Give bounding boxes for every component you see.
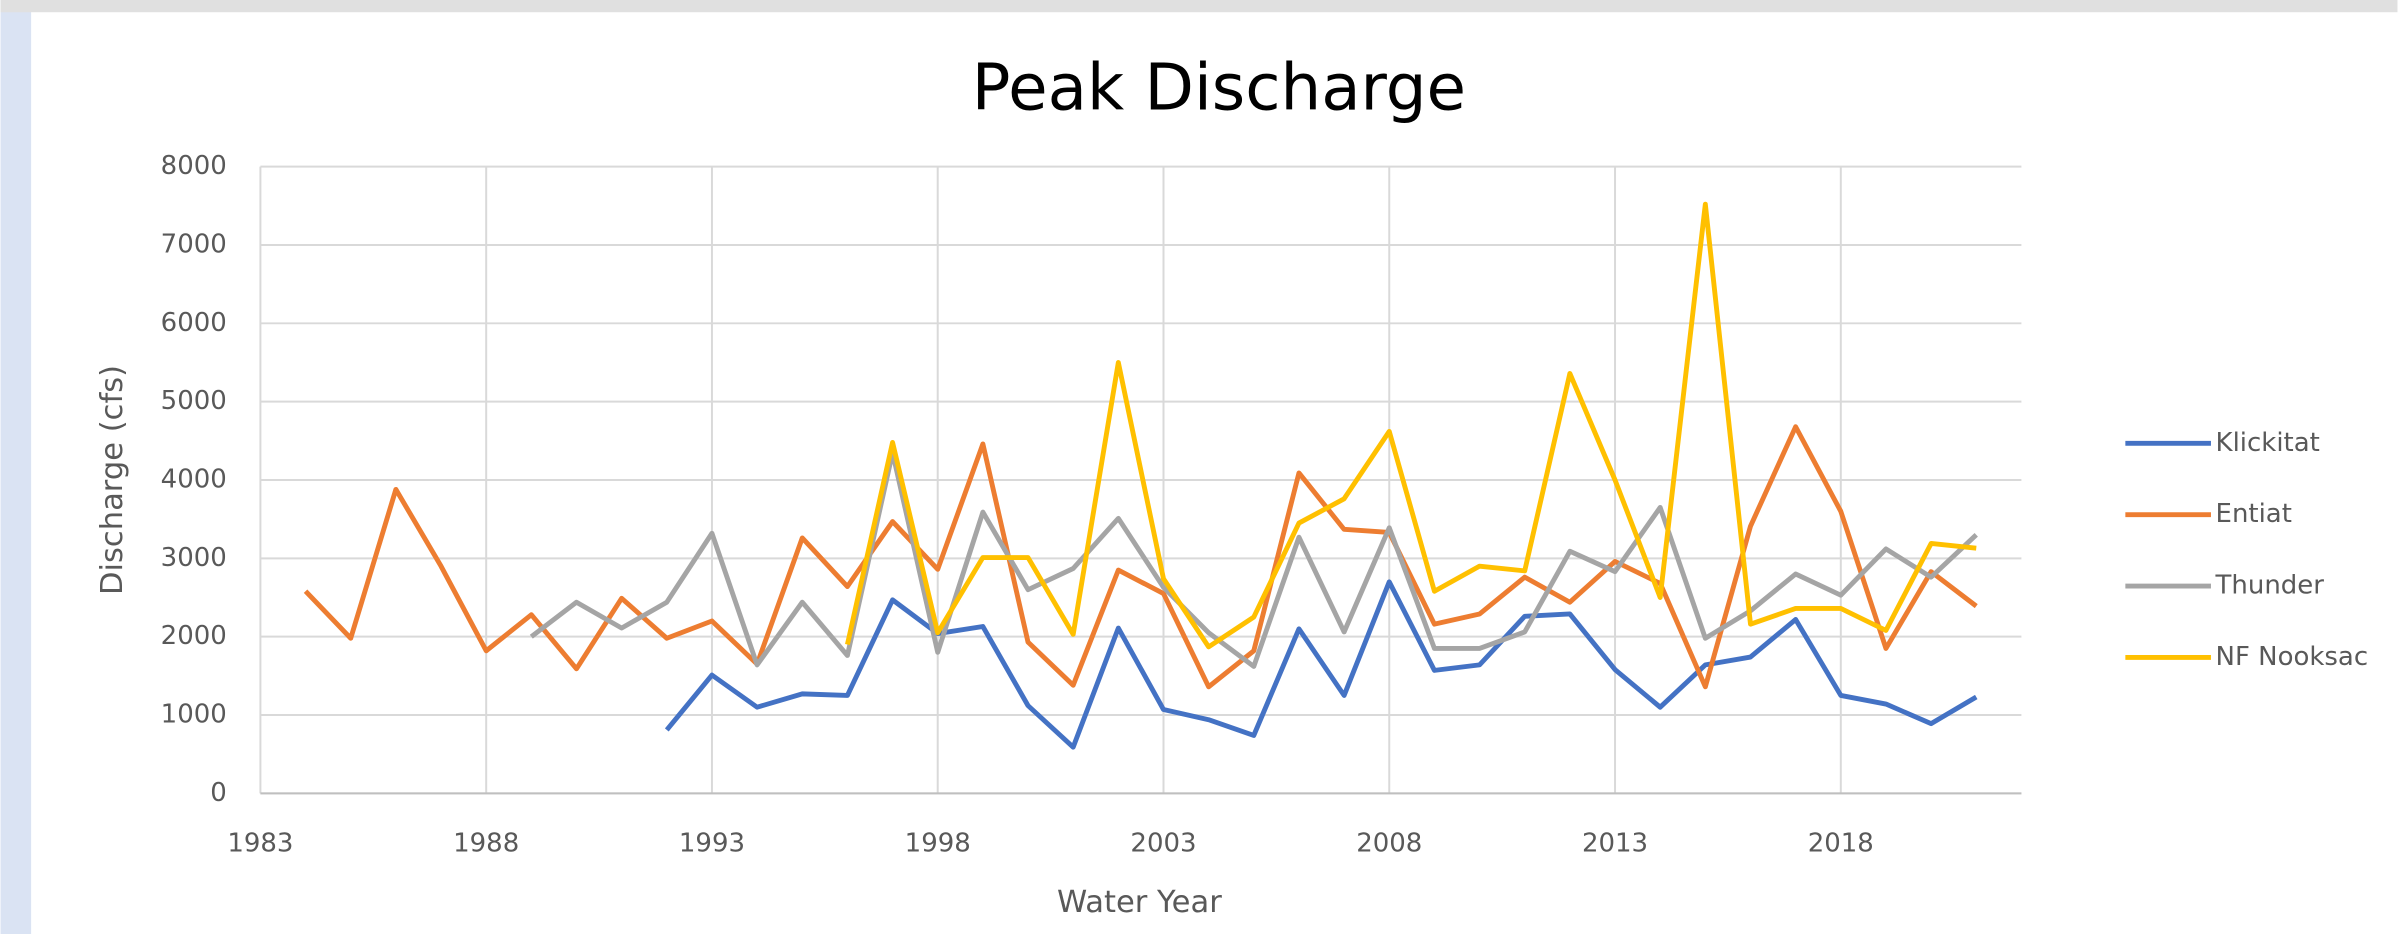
y-tick-label: 5000 <box>161 386 227 416</box>
series-line <box>664 579 1978 750</box>
x-tick-label: 1983 <box>227 828 293 858</box>
y-tick-label: 2000 <box>161 621 227 651</box>
x-axis-label: Water Year <box>1057 885 1222 920</box>
legend-label: Entiat <box>2216 499 2292 529</box>
y-tick-label: 0 <box>210 778 227 808</box>
y-axis-label: Discharge (cfs) <box>95 365 130 595</box>
series-line <box>303 424 1978 690</box>
x-tick-label: 2018 <box>1808 828 1874 858</box>
x-tick-label: 2003 <box>1130 828 1196 858</box>
top-border <box>0 0 2398 13</box>
x-tick-label: 1993 <box>679 828 745 858</box>
x-tick-label: 2013 <box>1582 828 1648 858</box>
x-tick-label: 1998 <box>905 828 971 858</box>
y-tick-label: 7000 <box>161 229 227 259</box>
y-tick-label: 4000 <box>161 464 227 494</box>
legend-label: Klickitat <box>2216 428 2320 458</box>
legend-label: Thunder <box>2215 571 2325 601</box>
y-tick-label: 3000 <box>161 543 227 573</box>
legend-label: NF Nooksac <box>2216 642 2369 672</box>
chart-title: Peak Discharge <box>972 50 1466 125</box>
series-line <box>529 450 1978 669</box>
left-border <box>0 0 32 934</box>
x-tick-label: 1988 <box>453 828 519 858</box>
x-tick-label: 2008 <box>1356 828 1422 858</box>
y-tick-label: 1000 <box>161 700 227 730</box>
y-tick-label: 8000 <box>161 151 227 181</box>
y-tick-label: 6000 <box>161 308 227 338</box>
series-line <box>845 201 1977 650</box>
